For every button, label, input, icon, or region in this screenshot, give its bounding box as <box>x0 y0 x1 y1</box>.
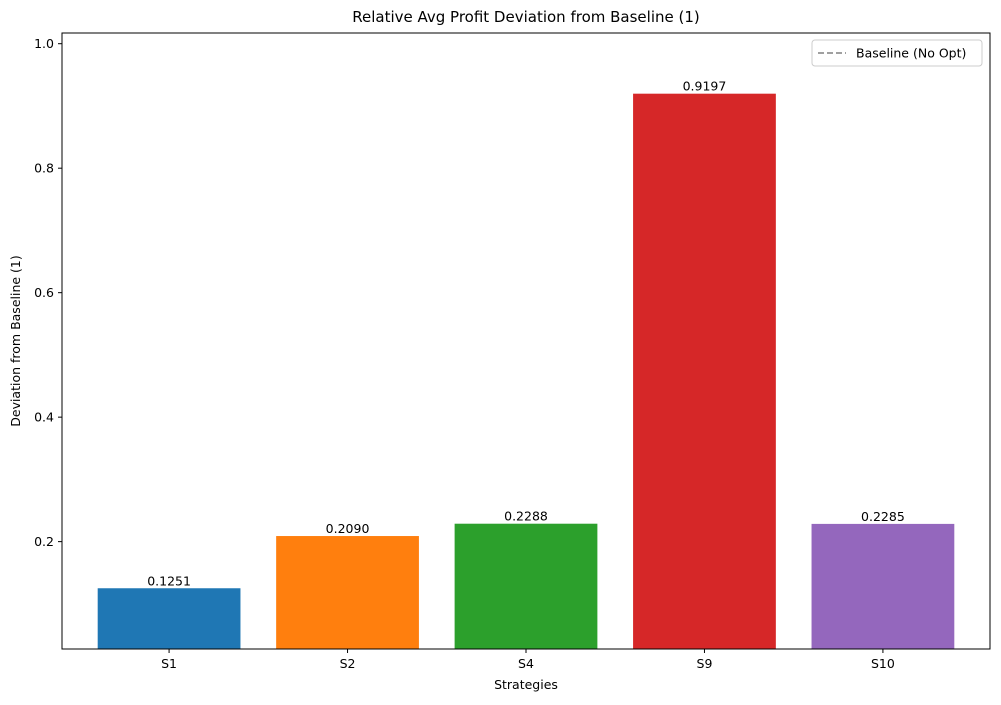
x-axis: S1 S2 S4 S9 S10 <box>161 649 895 671</box>
y-tick-label: 0.2 <box>34 534 54 549</box>
x-tick-label-s4: S4 <box>518 656 534 671</box>
legend-entry-baseline: Baseline (No Opt) <box>856 46 966 61</box>
chart-title: Relative Avg Profit Deviation from Basel… <box>352 8 700 26</box>
y-tick-label: 1.0 <box>34 36 54 51</box>
bar-s9 <box>633 93 776 649</box>
bar-s10 <box>811 523 955 649</box>
bars-group <box>97 93 955 649</box>
bar-s4 <box>454 523 598 649</box>
y-tick-label: 0.6 <box>34 285 54 300</box>
legend: Baseline (No Opt) <box>811 39 983 67</box>
data-label-s1: 0.1251 <box>147 573 191 588</box>
bar-s1 <box>97 588 241 649</box>
y-axis: 0.2 0.4 0.6 0.8 1.0 <box>34 36 62 549</box>
bar-s2 <box>276 536 419 649</box>
x-tick-label-s2: S2 <box>340 656 356 671</box>
y-axis-label: Deviation from Baseline (1) <box>8 255 23 427</box>
x-tick-label-s10: S10 <box>871 656 895 671</box>
x-axis-label: Strategies <box>494 677 558 692</box>
data-label-s10: 0.2285 <box>861 509 905 524</box>
y-tick-label: 0.8 <box>34 161 54 176</box>
y-tick-label: 0.4 <box>34 410 54 425</box>
data-label-s2: 0.2090 <box>326 521 370 536</box>
data-label-s4: 0.2288 <box>504 509 548 524</box>
data-labels-group: 0.1251 0.2090 0.2288 0.9197 0.2285 <box>147 79 905 589</box>
legend-frame <box>811 39 983 67</box>
data-label-s9: 0.9197 <box>683 79 727 94</box>
x-tick-label-s1: S1 <box>161 656 177 671</box>
x-tick-label-s9: S9 <box>697 656 713 671</box>
